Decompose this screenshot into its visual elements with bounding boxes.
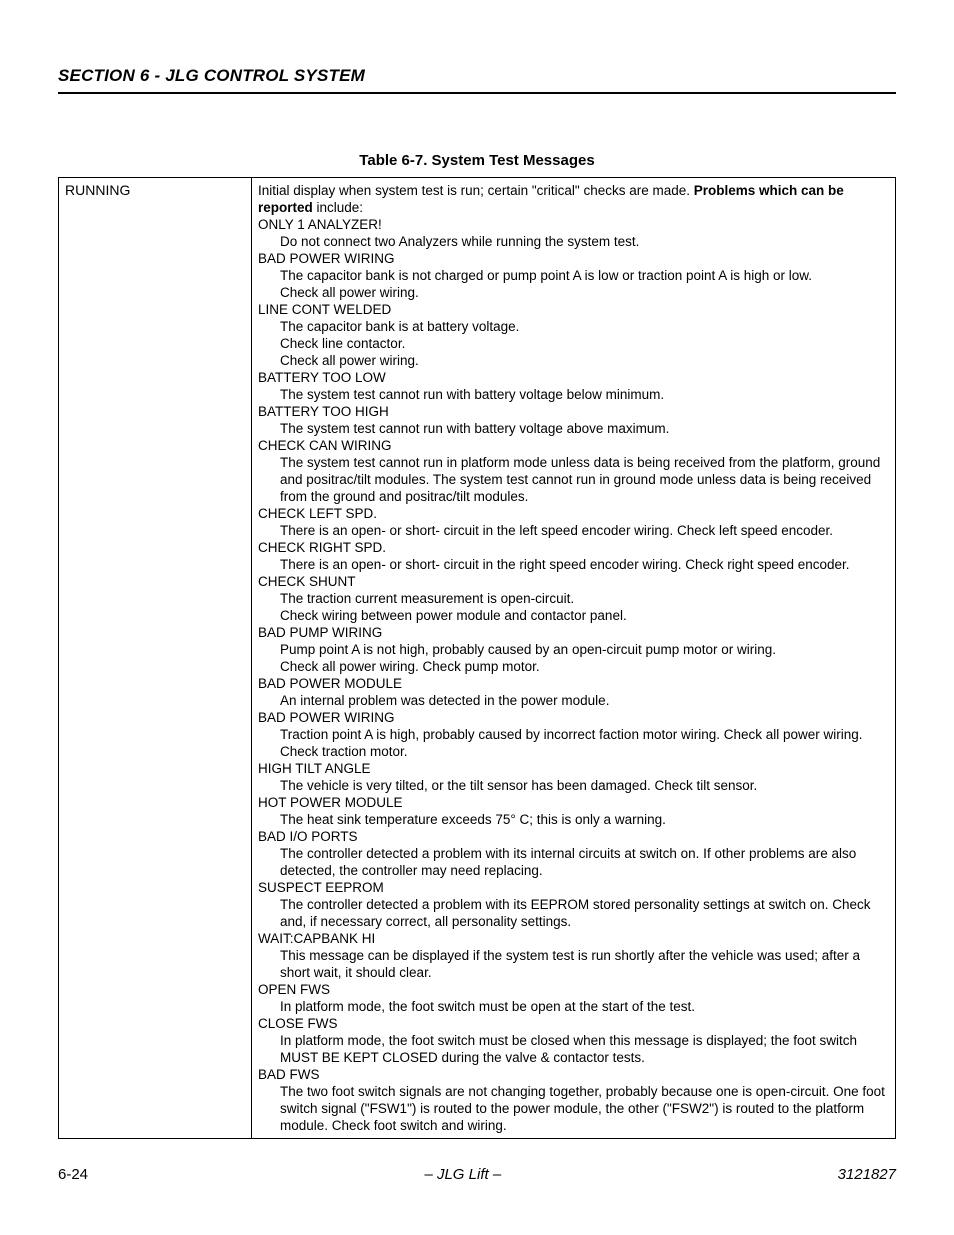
message-heading: CHECK RIGHT SPD. (258, 539, 889, 556)
message-detail: In platform mode, the foot switch must b… (280, 998, 889, 1015)
message-detail: The capacitor bank is at battery voltage… (280, 318, 889, 335)
message-detail: An internal problem was detected in the … (280, 692, 889, 709)
message-detail: Check wiring between power module and co… (280, 607, 889, 624)
message-heading: BATTERY TOO HIGH (258, 403, 889, 420)
message-detail: The traction current measurement is open… (280, 590, 889, 607)
message-heading: BAD FWS (258, 1066, 889, 1083)
intro-prefix: Initial display when system test is run;… (258, 183, 694, 198)
message-heading: BAD POWER WIRING (258, 250, 889, 267)
message-detail: The system test cannot run in platform m… (280, 454, 889, 505)
message-detail: There is an open- or short- circuit in t… (280, 556, 889, 573)
table-caption: Table 6-7. System Test Messages (58, 152, 896, 169)
message-detail: Traction point A is high, probably cause… (280, 726, 889, 760)
message-detail: Check all power wiring. Check pump motor… (280, 658, 889, 675)
message-detail: The two foot switch signals are not chan… (280, 1083, 889, 1134)
message-detail: The system test cannot run with battery … (280, 420, 889, 437)
message-heading: HIGH TILT ANGLE (258, 760, 889, 777)
message-detail: Pump point A is not high, probably cause… (280, 641, 889, 658)
message-heading: SUSPECT EEPROM (258, 879, 889, 896)
message-detail: The system test cannot run with battery … (280, 386, 889, 403)
message-heading: BATTERY TOO LOW (258, 369, 889, 386)
message-detail: The vehicle is very tilted, or the tilt … (280, 777, 889, 794)
message-heading: OPEN FWS (258, 981, 889, 998)
message-heading: ONLY 1 ANALYZER! (258, 216, 889, 233)
section-header: SECTION 6 - JLG CONTROL SYSTEM (58, 66, 896, 94)
messages-table: RUNNING Initial display when system test… (58, 177, 896, 1139)
footer-mid: – JLG Lift – (58, 1166, 896, 1183)
intro-line: Initial display when system test is run;… (258, 182, 889, 216)
footer-page-number: 6-24 (58, 1166, 88, 1183)
message-heading: CLOSE FWS (258, 1015, 889, 1032)
message-heading: CHECK CAN WIRING (258, 437, 889, 454)
message-heading: BAD I/O PORTS (258, 828, 889, 845)
message-detail: Check line contactor. (280, 335, 889, 352)
message-heading: BAD PUMP WIRING (258, 624, 889, 641)
message-detail: The capacitor bank is not charged or pum… (280, 267, 889, 284)
message-body-cell: Initial display when system test is run;… (252, 178, 896, 1139)
message-heading: LINE CONT WELDED (258, 301, 889, 318)
message-detail: The controller detected a problem with i… (280, 845, 889, 879)
message-detail: This message can be displayed if the sys… (280, 947, 889, 981)
message-detail: In platform mode, the foot switch must b… (280, 1032, 889, 1066)
message-heading: BAD POWER WIRING (258, 709, 889, 726)
message-detail: There is an open- or short- circuit in t… (280, 522, 889, 539)
intro-suffix: include: (313, 200, 363, 215)
message-heading: HOT POWER MODULE (258, 794, 889, 811)
message-detail: Do not connect two Analyzers while runni… (280, 233, 889, 250)
message-heading: BAD POWER MODULE (258, 675, 889, 692)
message-detail: Check all power wiring. (280, 352, 889, 369)
table-row: RUNNING Initial display when system test… (59, 178, 896, 1139)
message-heading: WAIT:CAPBANK HI (258, 930, 889, 947)
message-detail: Check all power wiring. (280, 284, 889, 301)
footer-doc-number: 3121827 (838, 1166, 896, 1183)
page-footer: 6-24 3121827 – JLG Lift – (58, 1166, 896, 1183)
message-heading: CHECK LEFT SPD. (258, 505, 889, 522)
message-heading: CHECK SHUNT (258, 573, 889, 590)
message-detail: The heat sink temperature exceeds 75° C;… (280, 811, 889, 828)
message-name-cell: RUNNING (59, 178, 252, 1139)
message-detail: The controller detected a problem with i… (280, 896, 889, 930)
